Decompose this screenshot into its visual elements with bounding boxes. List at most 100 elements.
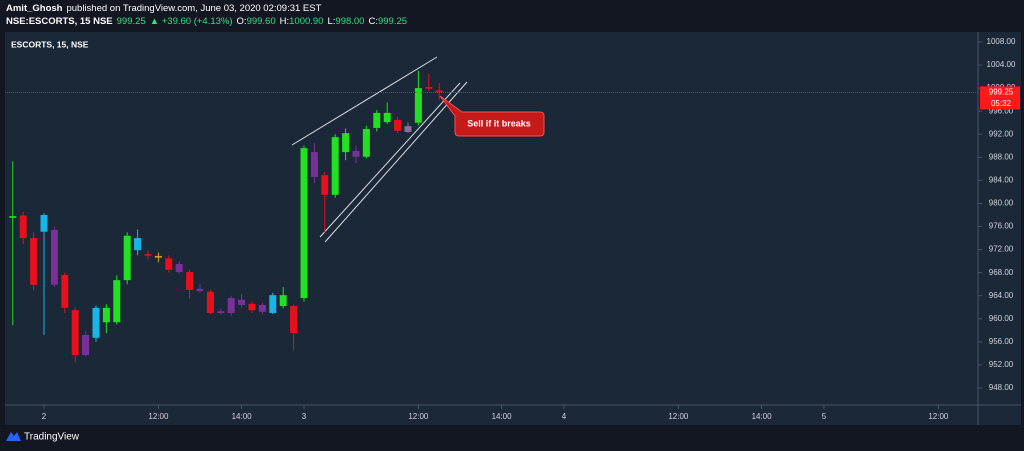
ohlc-value: 1000.90 bbox=[289, 16, 323, 27]
ohlc-key: O: bbox=[237, 16, 247, 27]
x-tick-label: 14:00 bbox=[752, 412, 773, 421]
ohlc-value: 999.25 bbox=[378, 16, 407, 27]
candle-body bbox=[404, 126, 412, 132]
header-line-2: NSE:ESCORTS, 15 NSE 999.25 ▲ +39.60 (+4.13… bbox=[6, 16, 407, 27]
candle-body bbox=[30, 238, 38, 285]
y-tick-label: 948.00 bbox=[989, 383, 1014, 392]
x-tick-label: 5 bbox=[822, 412, 827, 421]
last-price-label: 999.25 bbox=[989, 88, 1014, 97]
candle-body bbox=[425, 86, 433, 89]
x-tick-label: 3 bbox=[302, 412, 307, 421]
x-tick-label: 12:00 bbox=[668, 412, 689, 421]
x-tick-label: 12:00 bbox=[408, 412, 429, 421]
candle-body bbox=[19, 215, 27, 239]
ohlc-key: H: bbox=[280, 16, 290, 27]
trend-lines bbox=[291, 56, 468, 243]
last-price-box bbox=[980, 86, 1020, 99]
header-line-1: Amit_Ghosh published on TradingView.com, … bbox=[6, 3, 322, 14]
author: Amit_Ghosh bbox=[6, 3, 63, 14]
candle-body bbox=[186, 272, 194, 290]
candle-body bbox=[435, 90, 443, 93]
x-tick-label: 14:00 bbox=[492, 412, 513, 421]
candle-body bbox=[290, 306, 298, 334]
y-tick-label: 992.00 bbox=[989, 129, 1014, 138]
candle-body bbox=[175, 264, 183, 273]
lower-trend-line bbox=[324, 81, 468, 243]
candle-body bbox=[227, 298, 235, 314]
y-tick-label: 980.00 bbox=[989, 199, 1014, 208]
chart-title: ESCORTS, 15, NSE bbox=[11, 39, 89, 49]
candle-body bbox=[279, 295, 287, 307]
candle-body bbox=[342, 133, 350, 153]
ohlc-key: L: bbox=[327, 16, 335, 27]
candle-body bbox=[165, 258, 173, 270]
candle-body bbox=[331, 137, 339, 195]
y-tick-label: 960.00 bbox=[989, 314, 1014, 323]
ohlc-value: 999.60 bbox=[247, 16, 276, 27]
x-tick-label: 14:00 bbox=[232, 412, 253, 421]
candle-body bbox=[362, 129, 370, 157]
candle-body bbox=[9, 216, 17, 218]
candle-body bbox=[414, 88, 422, 123]
candle-body bbox=[50, 229, 58, 285]
candle-body bbox=[61, 274, 69, 308]
lower-trend-line bbox=[319, 82, 461, 238]
plot-area bbox=[9, 70, 443, 363]
symbol: NSE:ESCORTS, 15 NSE bbox=[6, 16, 113, 27]
y-tick-label: 952.00 bbox=[989, 360, 1014, 369]
y-tick-label: 996.00 bbox=[989, 106, 1014, 115]
y-tick-label: 976.00 bbox=[989, 222, 1014, 231]
candle-body bbox=[196, 288, 204, 292]
candle-body bbox=[310, 152, 318, 177]
countdown-label: 05:32 bbox=[991, 99, 1012, 108]
y-tick-label: 1008.00 bbox=[987, 37, 1016, 46]
annotation: Sell if it breaks bbox=[467, 118, 531, 128]
candle-body bbox=[258, 304, 266, 312]
x-tick-label: 12:00 bbox=[148, 412, 169, 421]
change: ▲ +39.60 (+4.13%) bbox=[150, 16, 233, 27]
candle-body bbox=[269, 295, 277, 314]
candle-body bbox=[373, 112, 381, 128]
chart-panel bbox=[5, 32, 1021, 425]
y-tick-label: 972.00 bbox=[989, 245, 1014, 254]
upper-trend-line bbox=[291, 56, 438, 146]
candle-body bbox=[40, 214, 48, 232]
candle-body bbox=[206, 291, 214, 314]
candle-body bbox=[217, 311, 225, 314]
candle-body bbox=[92, 307, 100, 338]
callout-box bbox=[439, 95, 545, 137]
candle-body bbox=[134, 238, 142, 251]
published: published on TradingView.com, June 03, 2… bbox=[66, 3, 321, 14]
footer: TradingView bbox=[6, 432, 80, 443]
brand: TradingView bbox=[24, 432, 80, 443]
candle-body bbox=[248, 303, 256, 311]
x-tick-label: 4 bbox=[562, 412, 567, 421]
y-tick-label: 984.00 bbox=[989, 175, 1014, 184]
logo-icon bbox=[6, 432, 21, 441]
price: 999.25 bbox=[117, 16, 146, 27]
candle-body bbox=[238, 299, 246, 305]
ohlc-value: 998.00 bbox=[335, 16, 364, 27]
candle-body bbox=[383, 112, 391, 123]
candle-body bbox=[113, 280, 121, 323]
countdown-box bbox=[980, 98, 1020, 110]
candle-body bbox=[394, 119, 402, 131]
candle-body bbox=[300, 148, 308, 299]
candle-body bbox=[144, 254, 152, 256]
candle-body bbox=[321, 175, 329, 195]
candle-body bbox=[154, 255, 162, 258]
y-tick-label: 964.00 bbox=[989, 291, 1014, 300]
x-tick-label: 2 bbox=[42, 412, 47, 421]
y-tick-label: 1004.00 bbox=[987, 60, 1016, 69]
y-tick-label: 988.00 bbox=[989, 152, 1014, 161]
candle-body bbox=[102, 307, 110, 323]
x-tick-label: 12:00 bbox=[928, 412, 949, 421]
ohlc-key: C: bbox=[368, 16, 378, 27]
candle-body bbox=[71, 310, 79, 356]
y-tick-label: 956.00 bbox=[989, 337, 1014, 346]
y-tick-label: 968.00 bbox=[989, 268, 1014, 277]
candle-body bbox=[123, 235, 131, 281]
candle-body bbox=[82, 334, 90, 356]
